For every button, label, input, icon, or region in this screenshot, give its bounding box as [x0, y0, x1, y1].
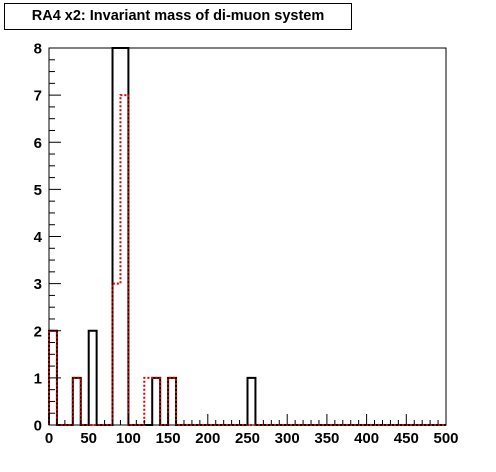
y-tick-label: 8 — [34, 41, 42, 58]
title-box: RA4 x2: Invariant mass of di-muon system — [4, 3, 352, 30]
x-tick-label: 250 — [235, 430, 260, 447]
y-tick-label: 2 — [34, 323, 42, 340]
axis-layer: 0 50 100 150 200 250 300 350 400 450 500 0 1 2 3 4 5 6 7 8 — [34, 41, 459, 448]
y-tick-label: 3 — [34, 276, 42, 293]
y-tick-label: 1 — [34, 370, 42, 387]
x-tick-label: 350 — [314, 430, 339, 447]
series-layer — [48, 47, 446, 426]
x-tick-label: 400 — [354, 430, 379, 447]
x-tick-label: 200 — [195, 430, 220, 447]
chart-title: RA4 x2: Invariant mass of di-muon system — [31, 8, 325, 24]
x-tick-label: 0 — [45, 430, 53, 447]
x-tick-label: 300 — [275, 430, 300, 447]
plot-frame — [48, 47, 447, 426]
y-tick-label: 6 — [34, 135, 42, 152]
y-tick-label: 0 — [34, 418, 42, 435]
y-tick-label: 4 — [34, 229, 43, 246]
x-tick-label: 100 — [116, 430, 141, 447]
x-tick-label: 450 — [394, 430, 419, 447]
x-tick-label: 500 — [433, 430, 458, 447]
y-tick-label: 7 — [34, 88, 42, 105]
histogram-series-1 — [48, 47, 446, 426]
x-tick-label: 150 — [156, 430, 181, 447]
histogram-series-2 — [48, 94, 446, 426]
y-tick-label: 5 — [34, 182, 42, 199]
x-tick-label: 50 — [80, 430, 97, 447]
